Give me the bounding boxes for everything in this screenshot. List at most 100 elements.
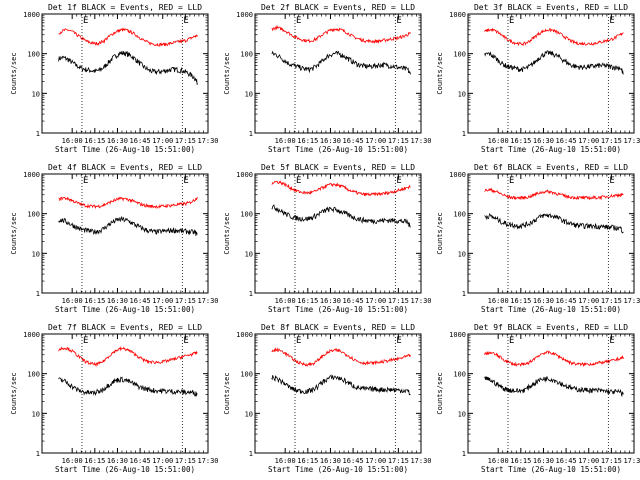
x-tick-label: 16:30 bbox=[320, 137, 341, 145]
marker-label: E bbox=[609, 336, 614, 346]
lld-series-line bbox=[58, 27, 198, 47]
marker-label: E bbox=[83, 336, 88, 346]
x-tick-label: 16:30 bbox=[107, 137, 128, 145]
plot-frame bbox=[41, 173, 209, 294]
events-series-line bbox=[271, 204, 411, 228]
y-axis-label: Counts/sec bbox=[10, 212, 18, 254]
x-axis-label: Start Time (26-Aug-10 15:51:00) bbox=[481, 305, 621, 314]
plot-frame bbox=[254, 333, 422, 454]
lld-series-line bbox=[58, 346, 198, 367]
x-tick-label: 16:30 bbox=[533, 297, 554, 305]
x-tick-label: 16:45 bbox=[130, 297, 151, 305]
x-tick-label: 16:00 bbox=[275, 137, 296, 145]
lld-series-line bbox=[271, 25, 411, 45]
panel-4: Det 4f BLACK = Events, RED = LLD E E 1 10 100… bbox=[10, 163, 219, 314]
x-tick-label: 16:30 bbox=[107, 457, 128, 465]
x-axis-label: Start Time (26-Aug-10 15:51:00) bbox=[55, 305, 195, 314]
y-tick-label: 1000 bbox=[23, 331, 40, 339]
x-tick-label: 16:15 bbox=[297, 457, 318, 465]
panel-3: Det 3f BLACK = Events, RED = LLD E E 1 10 100… bbox=[436, 3, 640, 154]
y-tick-label: 1000 bbox=[449, 171, 466, 179]
y-axis-label: Counts/sec bbox=[436, 212, 444, 254]
events-series-line bbox=[58, 50, 198, 85]
x-tick-label: 17:15 bbox=[175, 297, 196, 305]
plot-frame bbox=[41, 333, 209, 454]
x-tick-label: 17:00 bbox=[578, 297, 599, 305]
x-tick-label: 17:30 bbox=[197, 297, 218, 305]
marker-label: E bbox=[83, 16, 88, 26]
lld-series-line bbox=[58, 196, 198, 210]
x-tick-label: 16:15 bbox=[510, 137, 531, 145]
y-tick-label: 1 bbox=[249, 450, 253, 458]
x-tick-label: 17:30 bbox=[410, 457, 431, 465]
plot-frame bbox=[254, 13, 422, 134]
y-tick-label: 1 bbox=[36, 130, 40, 138]
y-tick-label: 1 bbox=[462, 290, 466, 298]
y-tick-label: 10 bbox=[245, 410, 253, 418]
x-tick-label: 17:30 bbox=[197, 137, 218, 145]
x-tick-label: 17:30 bbox=[623, 457, 640, 465]
x-tick-label: 16:15 bbox=[84, 137, 105, 145]
plot-frame bbox=[254, 173, 422, 294]
x-tick-label: 16:00 bbox=[488, 137, 509, 145]
y-tick-label: 100 bbox=[27, 51, 40, 59]
y-tick-label: 10 bbox=[32, 410, 40, 418]
panel-6: Det 6f BLACK = Events, RED = LLD E E 1 10 100… bbox=[436, 163, 640, 314]
x-axis-label: Start Time (26-Aug-10 15:51:00) bbox=[55, 145, 195, 154]
x-tick-label: 16:30 bbox=[320, 297, 341, 305]
x-tick-label: 16:00 bbox=[62, 137, 83, 145]
y-tick-label: 10 bbox=[32, 90, 40, 98]
x-axis-label: Start Time (26-Aug-10 15:51:00) bbox=[268, 465, 408, 474]
marker-label: E bbox=[183, 176, 188, 186]
y-axis-label: Counts/sec bbox=[436, 52, 444, 94]
x-tick-label: 17:00 bbox=[365, 457, 386, 465]
panel-title: Det 4f BLACK = Events, RED = LLD bbox=[48, 163, 202, 172]
x-tick-label: 16:15 bbox=[297, 137, 318, 145]
marker-label: E bbox=[509, 336, 514, 346]
y-tick-label: 10 bbox=[458, 410, 466, 418]
y-tick-label: 10 bbox=[32, 250, 40, 258]
y-tick-label: 100 bbox=[240, 371, 253, 379]
marker-label: E bbox=[296, 176, 301, 186]
y-tick-label: 10 bbox=[245, 90, 253, 98]
marker-label: E bbox=[183, 336, 188, 346]
x-tick-label: 17:15 bbox=[388, 297, 409, 305]
panel-1: Det 1f BLACK = Events, RED = LLD E E 1 10 100… bbox=[10, 3, 219, 154]
marker-label: E bbox=[396, 16, 401, 26]
y-axis-label: Counts/sec bbox=[223, 52, 231, 94]
x-tick-label: 17:00 bbox=[152, 297, 173, 305]
x-tick-label: 17:15 bbox=[601, 137, 622, 145]
x-tick-label: 17:15 bbox=[601, 457, 622, 465]
x-tick-label: 16:45 bbox=[343, 457, 364, 465]
plot-frame bbox=[41, 13, 209, 134]
y-tick-label: 1000 bbox=[236, 11, 253, 19]
y-axis-label: Counts/sec bbox=[436, 372, 444, 414]
y-tick-label: 10 bbox=[458, 250, 466, 258]
x-tick-label: 16:00 bbox=[62, 457, 83, 465]
events-series-line bbox=[58, 376, 198, 397]
panel-title: Det 8f BLACK = Events, RED = LLD bbox=[261, 323, 415, 332]
x-tick-label: 16:45 bbox=[556, 137, 577, 145]
panel-2: Det 2f BLACK = Events, RED = LLD E E 1 10 100… bbox=[223, 3, 432, 154]
y-tick-label: 1000 bbox=[449, 11, 466, 19]
y-tick-label: 100 bbox=[453, 371, 466, 379]
panel-5: Det 5f BLACK = Events, RED = LLD E E 1 10 100… bbox=[223, 163, 432, 314]
y-axis-label: Counts/sec bbox=[223, 372, 231, 414]
x-tick-label: 16:15 bbox=[297, 297, 318, 305]
y-tick-label: 1000 bbox=[236, 171, 253, 179]
panel-title: Det 6f BLACK = Events, RED = LLD bbox=[474, 163, 628, 172]
y-tick-label: 100 bbox=[240, 51, 253, 59]
x-tick-label: 17:00 bbox=[365, 297, 386, 305]
x-tick-label: 16:00 bbox=[488, 457, 509, 465]
plot-frame bbox=[467, 333, 635, 454]
marker-label: E bbox=[296, 336, 301, 346]
y-tick-label: 1 bbox=[249, 130, 253, 138]
y-tick-label: 100 bbox=[27, 371, 40, 379]
x-tick-label: 17:15 bbox=[175, 457, 196, 465]
x-tick-label: 17:30 bbox=[623, 137, 640, 145]
x-tick-label: 16:45 bbox=[130, 457, 151, 465]
x-tick-label: 16:30 bbox=[533, 137, 554, 145]
x-tick-label: 17:00 bbox=[152, 457, 173, 465]
marker-label: E bbox=[183, 16, 188, 26]
plot-frame bbox=[467, 13, 635, 134]
